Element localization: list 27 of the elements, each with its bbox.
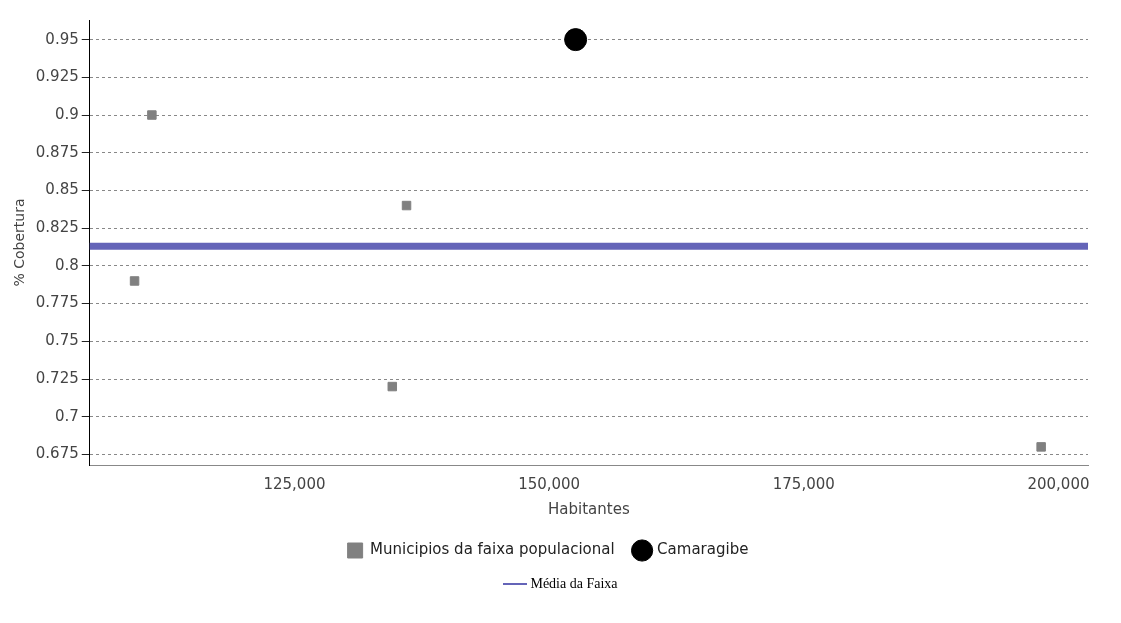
point	[564, 28, 588, 52]
y-tick-label: 0.85	[45, 180, 79, 199]
legend-label: Camaragibe	[657, 540, 749, 559]
x-tick-label: 150,000	[518, 474, 581, 493]
y-tick-label: 0.675	[35, 444, 79, 463]
point	[147, 110, 157, 120]
y-tick-label: 0.725	[35, 368, 79, 387]
y-tick-label: 0.7	[54, 406, 79, 425]
point	[401, 200, 412, 211]
x-axis-title: Habitantes	[548, 499, 630, 518]
y-tick-label: 0.925	[35, 67, 79, 86]
y-tick-label: 0.875	[35, 142, 79, 161]
y-tick-label: 0.75	[45, 331, 79, 350]
y-axis-title: % Cobertura	[11, 198, 28, 287]
legend-label: Municipios da faixa populacional	[370, 540, 615, 559]
y-tick-label: 0.9	[54, 104, 79, 123]
x-tick-label: 200,000	[1027, 474, 1090, 493]
point	[1036, 442, 1046, 452]
x-tick-label: 125,000	[263, 474, 326, 493]
y-tick-label: 0.8	[54, 255, 79, 274]
y-tick-label: 0.825	[35, 218, 79, 237]
legend-label: Média da Faixa	[530, 576, 618, 592]
y-tick-label: 0.95	[45, 29, 79, 48]
y-tick-label: 0.775	[35, 293, 79, 312]
point	[387, 381, 398, 392]
point	[129, 276, 140, 286]
x-tick-label: 175,000	[772, 474, 835, 493]
